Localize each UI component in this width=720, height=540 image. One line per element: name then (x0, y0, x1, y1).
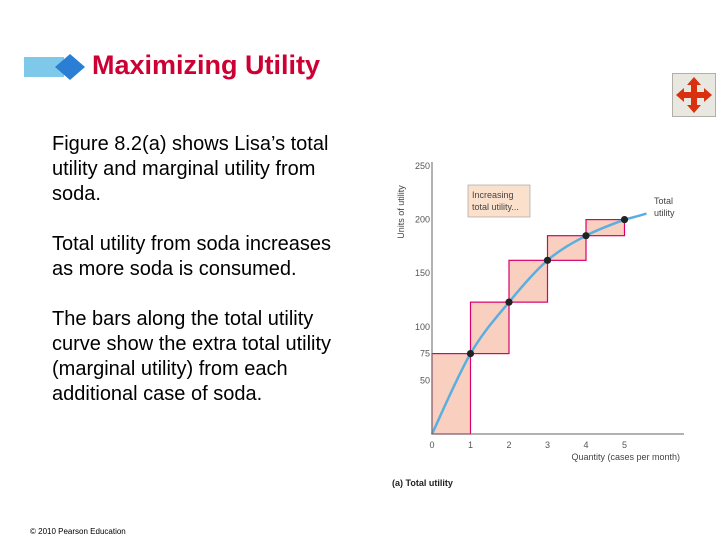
x-tick-label-2: 2 (506, 440, 511, 450)
y-tick-label-250: 250 (415, 161, 430, 171)
body-text: Figure 8.2(a) shows Lisa’s total utility… (52, 132, 352, 432)
data-point-2 (505, 298, 513, 306)
x-tick-label-5: 5 (622, 440, 627, 450)
y-tick-labels: 50 75 100 150 200 250 (415, 161, 430, 385)
annotation-line-1: Increasing (472, 190, 514, 200)
x-tick-label-3: 3 (545, 440, 550, 450)
data-point-1 (466, 350, 475, 358)
data-point-3 (543, 256, 552, 264)
curve-label: Total utility (654, 196, 675, 218)
move-arrows-icon[interactable] (672, 73, 716, 117)
x-axis-label: Quantity (cases per month) (571, 452, 680, 462)
x-tick-label-4: 4 (583, 440, 588, 450)
marginal-utility-bars (431, 218, 626, 435)
y-axis-label: Units of utility (396, 185, 406, 239)
y-tick-label-200: 200 (415, 215, 430, 225)
slide-title: Maximizing Utility (92, 50, 321, 80)
y-tick-label-50: 50 (420, 375, 430, 385)
y-tick-label-150: 150 (415, 268, 430, 278)
curve-label-line-2: utility (654, 208, 675, 218)
paragraph-3: The bars along the total utility curve s… (52, 308, 332, 405)
annotation-line-2: total utility... (472, 202, 519, 212)
annotation-box: Increasing total utility... (467, 184, 531, 218)
data-point-4 (582, 232, 590, 240)
curve-label-line-1: Total (654, 196, 673, 206)
y-tick-label-75: 75 (420, 349, 430, 359)
x-tick-label-1: 1 (468, 440, 473, 450)
paragraph-1: Figure 8.2(a) shows Lisa’s total utility… (52, 133, 329, 205)
copyright-notice: © 2010 Pearson Education (30, 527, 126, 536)
y-tick-label-100: 100 (415, 322, 430, 332)
data-points (466, 216, 629, 358)
x-tick-labels: 0 1 2 3 4 5 (429, 440, 627, 450)
total-utility-chart: 0 1 2 3 4 5 50 75 100 150 200 250 Units of utility… (392, 161, 684, 488)
paragraph-2: Total utility from soda increases as mor… (52, 233, 332, 280)
x-tick-label-0: 0 (429, 440, 434, 450)
chart-caption: (a) Total utility (392, 478, 453, 488)
data-point-5 (620, 216, 629, 224)
title-decoration-icon (24, 54, 85, 80)
